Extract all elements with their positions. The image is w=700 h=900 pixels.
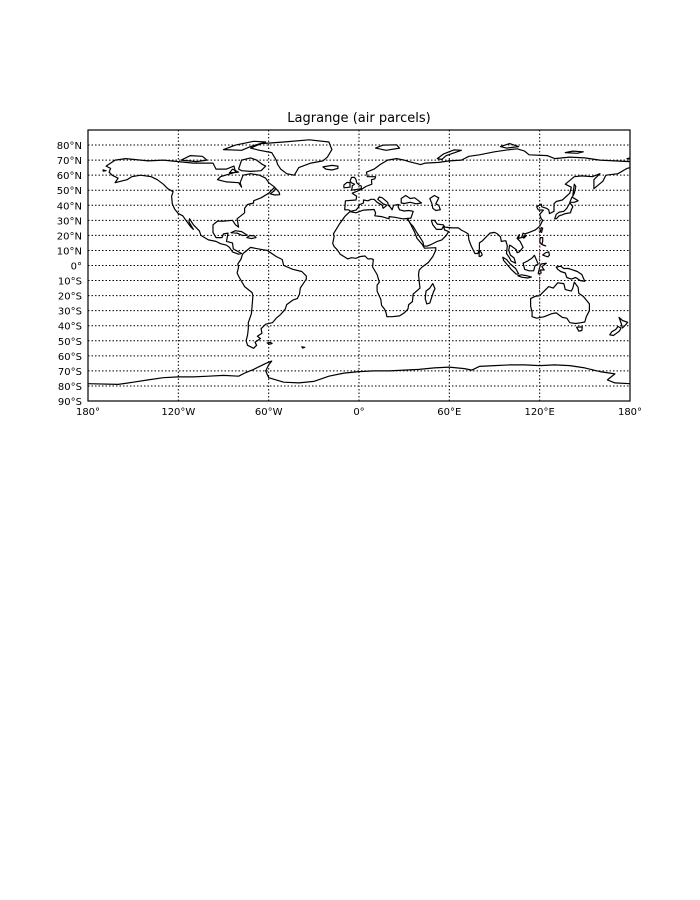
lon-tick-label: 60°W <box>255 407 283 418</box>
coastline-philippines-mindanao <box>542 251 551 258</box>
coastline-ellesmere-island <box>222 140 267 151</box>
coastline-new-siberian-islands <box>564 150 584 154</box>
lon-tick-label: 0° <box>353 407 364 418</box>
coastline-hokkaido <box>569 196 579 203</box>
lat-tick-label: 80°N <box>57 141 82 152</box>
coastline-baffin-island <box>238 157 267 172</box>
coastline-java <box>517 274 532 279</box>
coastline-hispaniola <box>246 234 257 240</box>
coastline-victoria-island <box>180 155 208 163</box>
coastline-cuba <box>230 230 248 237</box>
air-parcel-track <box>538 221 541 307</box>
coastline-south-georgia <box>301 346 306 349</box>
coastline-svalbard <box>375 144 401 151</box>
coastline-sri-lanka <box>478 250 483 258</box>
coastline-africa <box>332 208 437 318</box>
lat-tick-label: 10°S <box>58 277 82 288</box>
coastline-wrangel-island <box>626 157 630 160</box>
lat-tick-label: 40°S <box>58 322 82 333</box>
coastline-japan <box>554 202 574 220</box>
lon-tick-label: 180° <box>618 407 642 418</box>
longitude-labels: 180° 120°W 60°W 0° 60°E 120°E 180° <box>76 407 642 418</box>
parcel-tracks <box>538 221 541 307</box>
lat-tick-label: 50°S <box>58 337 82 348</box>
coastline-falklands <box>266 341 273 345</box>
coastline-hainan <box>522 234 527 239</box>
lat-tick-label: 70°N <box>57 156 82 167</box>
lat-tick-label: 40°N <box>57 201 82 212</box>
coastline-british-isles <box>349 176 362 191</box>
coastline-borneo <box>522 254 539 272</box>
coastline-sakhalin <box>572 183 577 197</box>
coastline-philippines-luzon <box>539 237 547 247</box>
lat-tick-label: 20°S <box>58 292 82 303</box>
lat-tick-label: 0° <box>71 262 82 273</box>
lat-tick-label: 90°S <box>58 397 82 408</box>
lon-tick-label: 180° <box>76 407 100 418</box>
coastline-newfoundland <box>269 187 281 196</box>
coastline-caspian-sea <box>429 194 441 212</box>
coastline-iceland <box>322 164 339 171</box>
coastline-north-america <box>105 158 276 255</box>
lon-tick-label: 120°W <box>161 407 195 418</box>
lat-tick-label: 60°N <box>57 171 82 182</box>
coastline-black-sea <box>400 194 423 205</box>
coastline-eurasia <box>344 148 630 264</box>
lon-tick-label: 120°E <box>524 407 554 418</box>
coastline-ireland <box>343 181 351 189</box>
lat-tick-label: 30°S <box>58 307 82 318</box>
lat-tick-label: 10°N <box>57 246 82 257</box>
coastline-new-zealand-north <box>618 316 629 329</box>
coastline-south-america <box>236 246 307 349</box>
coastline-new-zealand-south <box>609 325 622 337</box>
coastline-greenland <box>250 139 333 176</box>
lat-tick-label: 70°S <box>58 367 82 378</box>
coastline-sumatra <box>502 256 520 275</box>
lat-tick-label: 20°N <box>57 231 82 242</box>
lat-tick-label: 60°S <box>58 352 82 363</box>
coastline-new-guinea <box>555 265 586 282</box>
lon-tick-label: 60°E <box>437 407 461 418</box>
coastline-taiwan <box>539 227 544 233</box>
coastline-severnaya-zemlya <box>499 143 520 149</box>
coastline-hudson-bay-islands <box>228 168 240 174</box>
coastline-tasmania <box>576 326 583 332</box>
coastline-sulawesi <box>537 262 547 275</box>
coastlines <box>88 139 630 385</box>
lat-tick-label: 80°S <box>58 382 82 393</box>
coastline-novaya-zemlya <box>436 149 462 160</box>
latitude-labels: 80°N 70°N 60°N 50°N 40°N 30°N 20°N 10°N 0° 10°S 20… <box>57 141 82 408</box>
lat-tick-label: 50°N <box>57 186 82 197</box>
map-title: Lagrange (air parcels) <box>287 111 430 126</box>
coastline-antarctica <box>88 360 630 385</box>
coastline-alaska-peninsula-islands <box>102 169 107 172</box>
map-frame <box>87 129 631 402</box>
coastline-australia <box>530 281 590 325</box>
lat-tick-label: 30°N <box>57 216 82 227</box>
coastline-madagascar <box>424 283 436 305</box>
